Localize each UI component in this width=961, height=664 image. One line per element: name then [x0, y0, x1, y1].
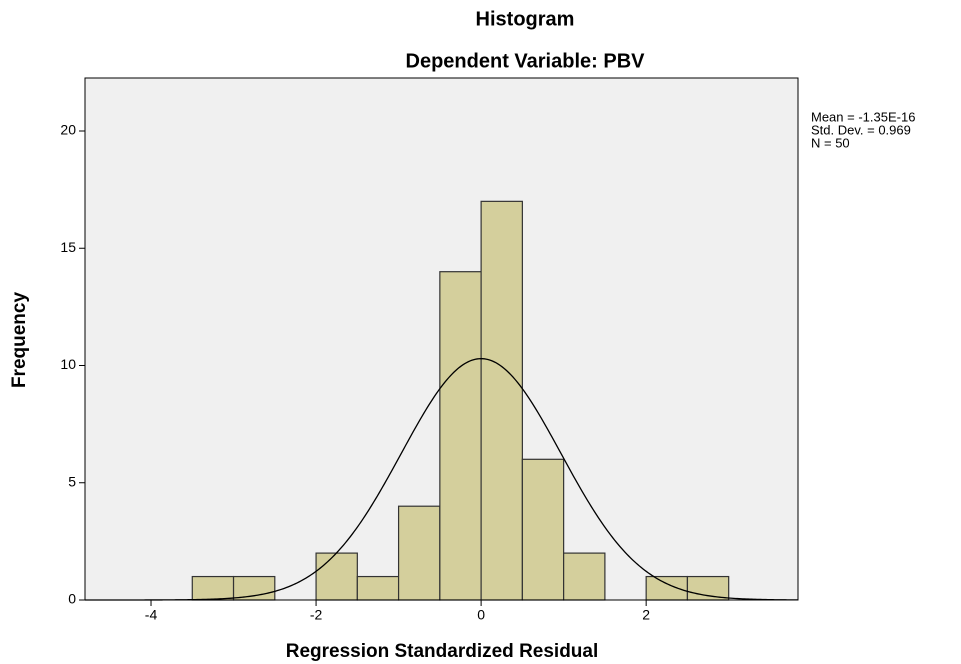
bar: [686, 575, 730, 601]
bar: [480, 200, 523, 601]
bar: [191, 575, 235, 601]
stat-label: Mean = -1.35E-16: [811, 109, 915, 124]
plot-frame: [84, 77, 799, 601]
normal-curve: [85, 357, 799, 601]
stat-label: Std. Dev. = 0.969: [811, 122, 911, 137]
bar: [521, 458, 565, 601]
bar: [397, 505, 441, 601]
bar: [232, 575, 276, 601]
bar: [439, 271, 482, 601]
stat-label: N = 50: [811, 135, 850, 150]
x-tick-label: 2: [642, 607, 650, 623]
x-tick-label: -4: [145, 607, 158, 623]
x-tick-label: 0: [477, 607, 485, 623]
chart-title: Histogram: [476, 8, 575, 30]
y-tick-label: 5: [68, 473, 76, 489]
x-axis-label: Regression Standardized Residual: [286, 641, 599, 662]
y-tick-label: 10: [60, 356, 76, 372]
bar: [315, 552, 358, 601]
y-tick-label: 15: [60, 239, 76, 255]
x-tick-label: -2: [310, 607, 323, 623]
bar: [356, 575, 400, 601]
bar: [645, 575, 689, 601]
y-tick-label: 0: [68, 591, 76, 607]
y-axis-label: Frequency: [9, 292, 30, 389]
chart-subtitle: Dependent Variable: PBV: [406, 50, 646, 72]
bar: [563, 552, 606, 601]
y-tick-label: 20: [60, 122, 76, 138]
